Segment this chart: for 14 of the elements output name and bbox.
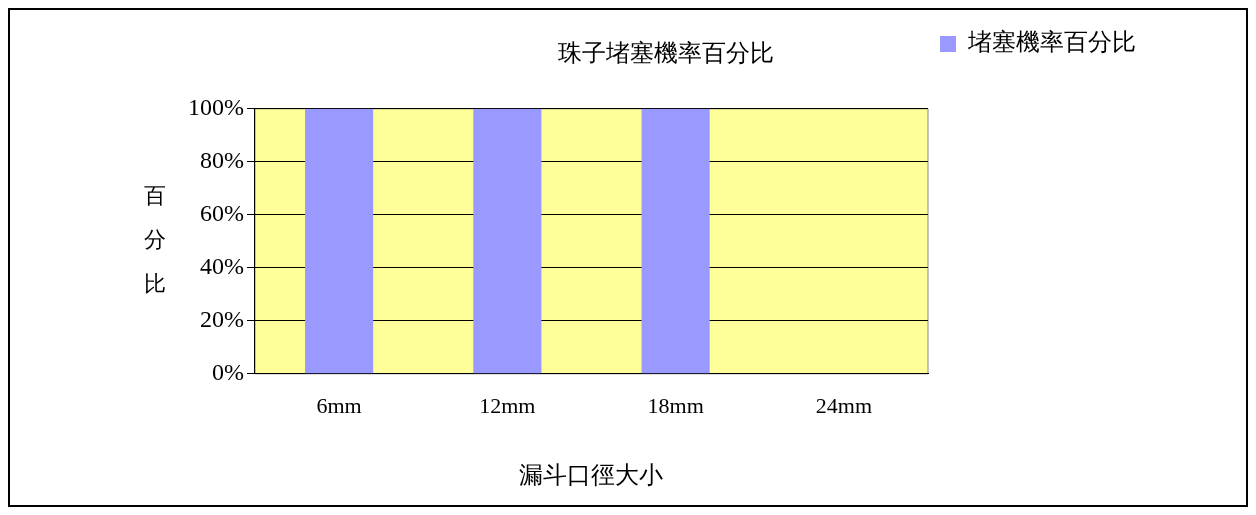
y-tick-label: 60% <box>199 200 244 227</box>
y-tick-label: 80% <box>199 147 244 174</box>
y-tick-label: 40% <box>199 253 244 280</box>
y-tick-label: 20% <box>199 306 244 333</box>
x-tick-label: 6mm <box>316 392 362 418</box>
y-axis-title: 百分比 <box>144 183 166 297</box>
y-tick-label: 100% <box>187 94 244 121</box>
x-tick-label: 12mm <box>479 392 536 418</box>
legend-label: 堵塞機率百分比 <box>967 29 1136 56</box>
x-tick-label: 18mm <box>647 392 704 418</box>
y-tick-label: 0% <box>211 359 244 386</box>
x-axis-title: 漏斗口徑大小 <box>519 461 664 488</box>
chart-title: 珠子堵塞機率百分比 <box>557 39 774 66</box>
x-tick-label: 24mm <box>815 392 872 418</box>
